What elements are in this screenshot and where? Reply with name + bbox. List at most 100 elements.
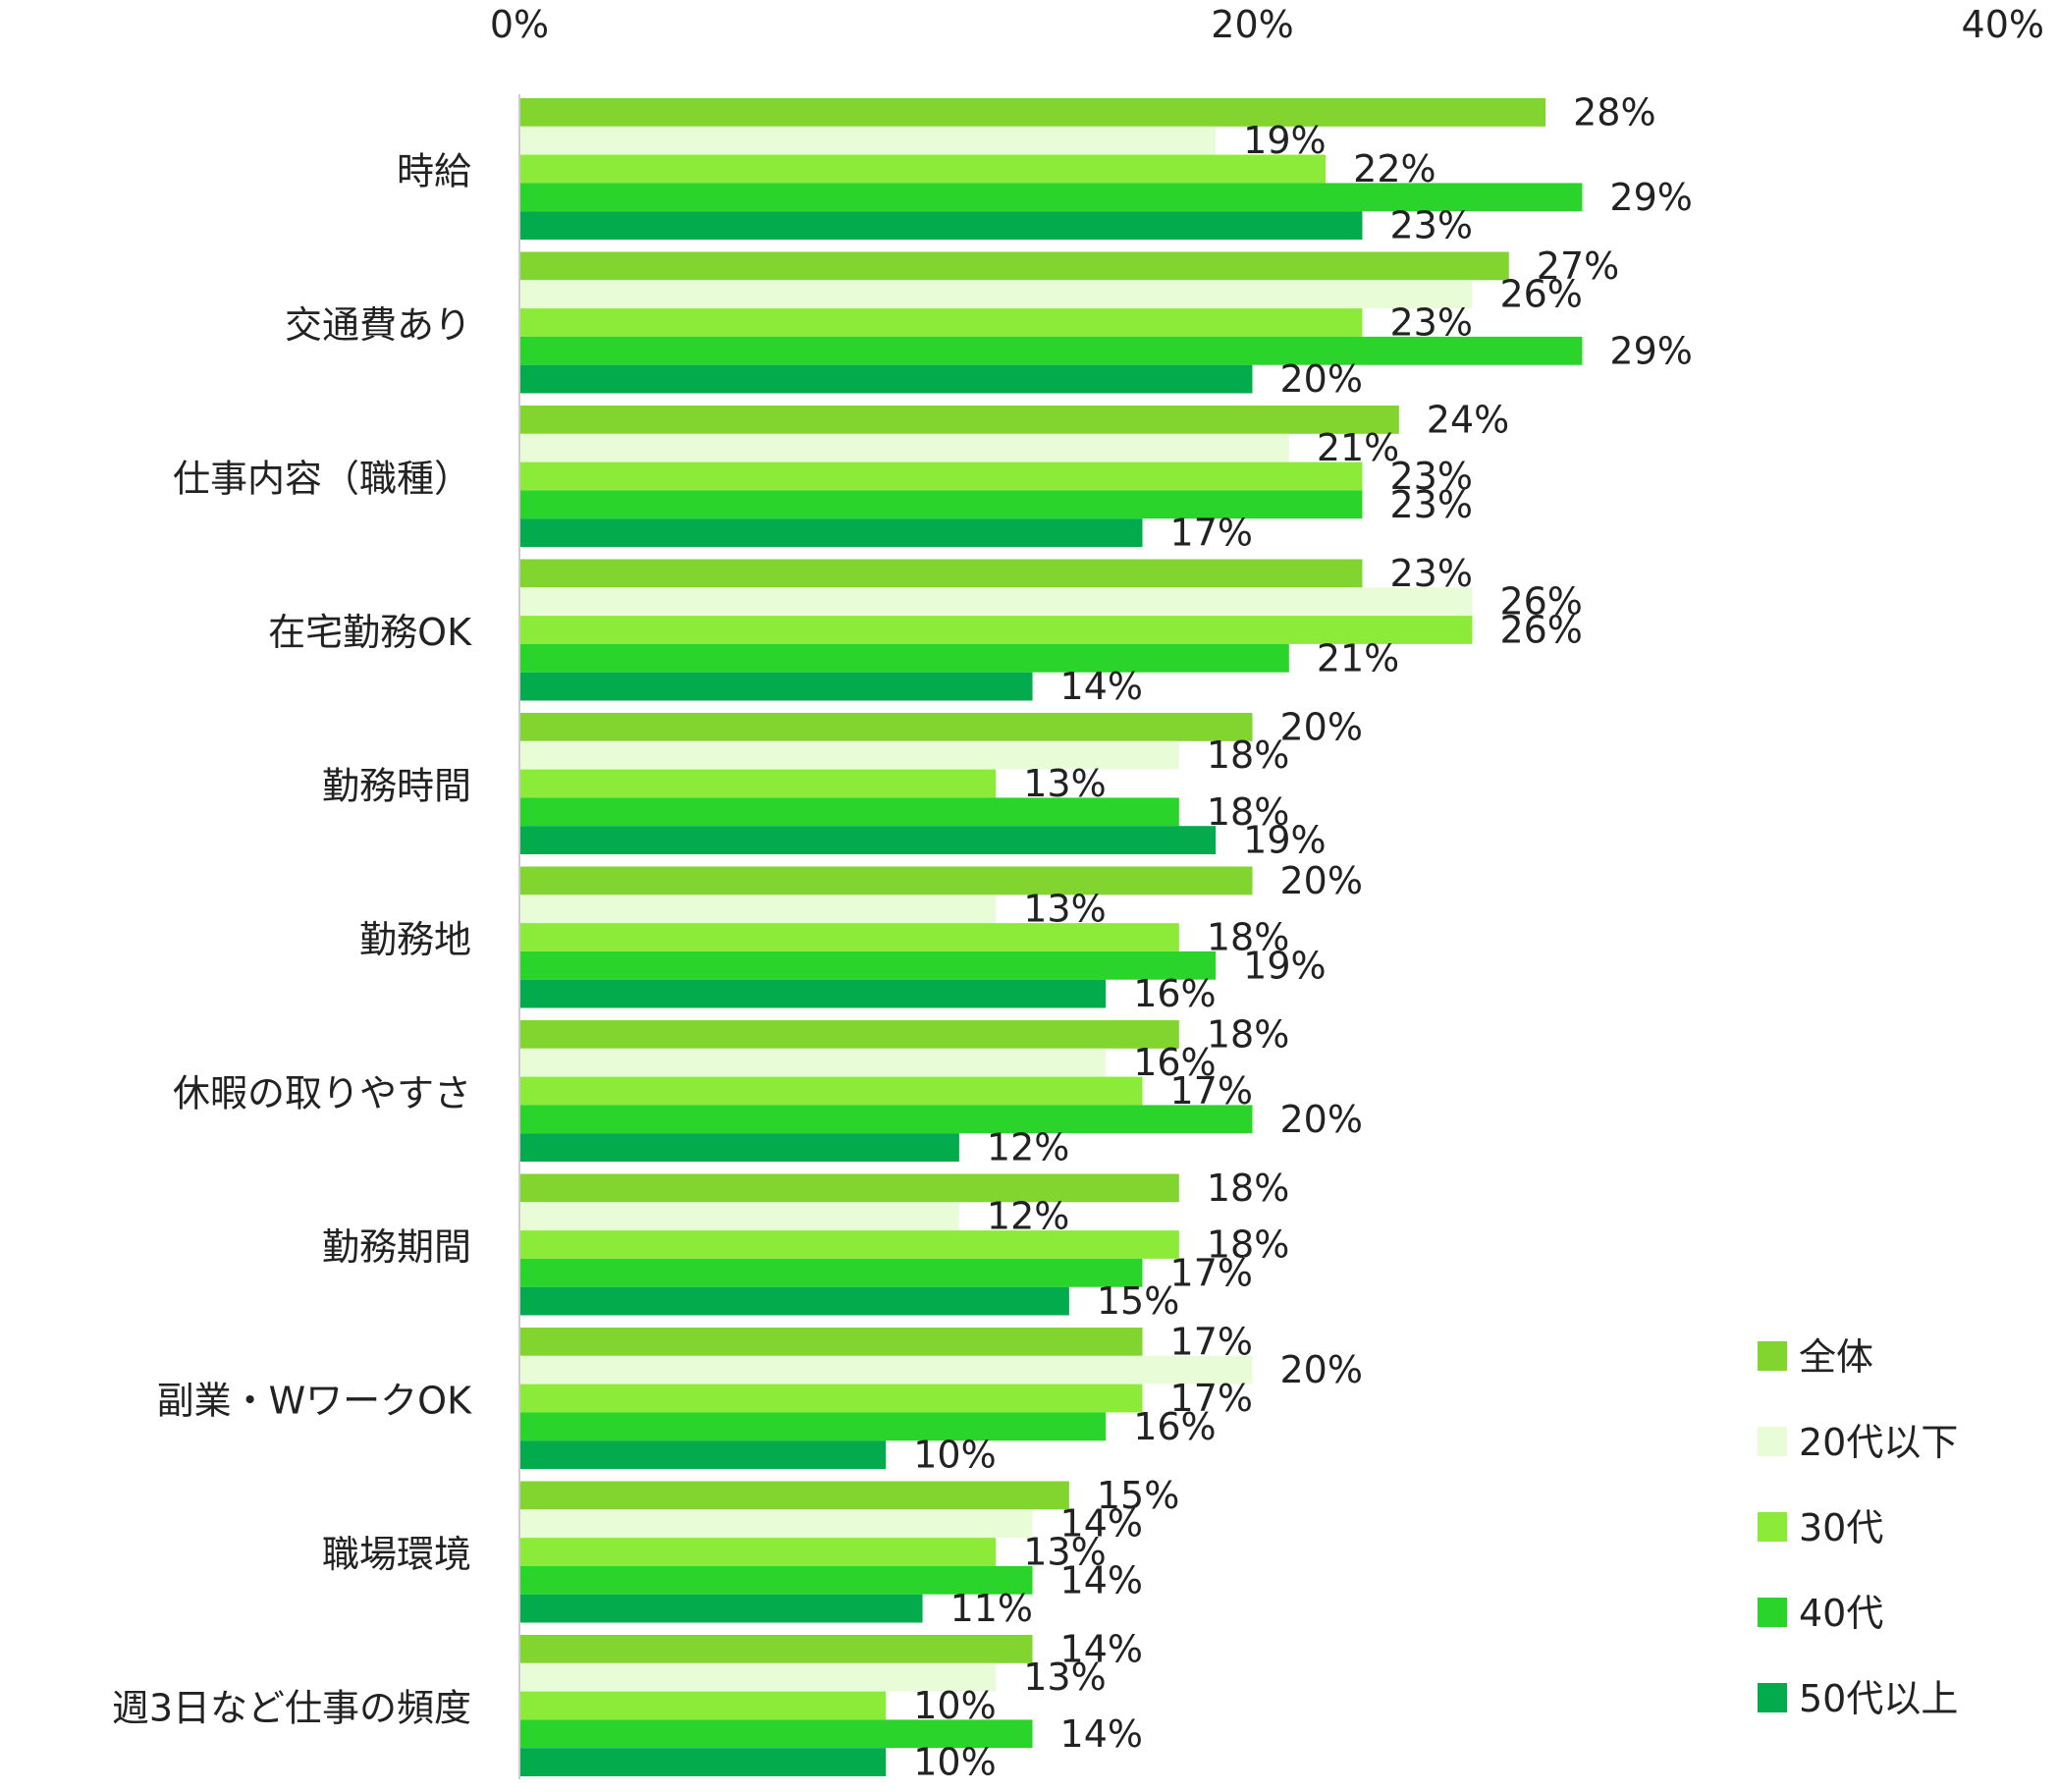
- data-label: 16%: [1133, 1041, 1216, 1084]
- data-label: 20%: [1280, 1098, 1363, 1141]
- legend-label: 30代: [1799, 1506, 1883, 1549]
- bar: [520, 406, 1399, 434]
- bar: [520, 1328, 1143, 1356]
- data-label: 29%: [1609, 176, 1692, 219]
- legend-swatch: [1758, 1512, 1787, 1542]
- data-labels: 28%19%22%29%23%27%26%23%29%20%24%21%23%2…: [913, 90, 1693, 1783]
- data-label: 10%: [913, 1434, 996, 1477]
- data-label: 18%: [1207, 1223, 1289, 1267]
- bar: [520, 518, 1143, 547]
- data-label: 20%: [1280, 1348, 1363, 1391]
- bar: [520, 1076, 1143, 1106]
- data-label: 21%: [1317, 426, 1399, 469]
- bar: [520, 713, 1253, 741]
- data-label: 28%: [1573, 90, 1655, 134]
- data-label: 13%: [1023, 1531, 1106, 1574]
- data-label: 17%: [1170, 512, 1253, 555]
- data-label: 18%: [1207, 1167, 1289, 1210]
- bar: [520, 1594, 923, 1623]
- data-label: 22%: [1353, 147, 1436, 190]
- category-label: 勤務地: [359, 918, 471, 961]
- data-label: 26%: [1499, 273, 1582, 316]
- bar: [520, 1481, 1069, 1510]
- bar: [520, 559, 1363, 588]
- data-label: 10%: [913, 1684, 996, 1727]
- category-label: 休暇の取りやすさ: [173, 1071, 471, 1114]
- bars: [520, 98, 1583, 1776]
- bar: [520, 1230, 1179, 1259]
- legend-label: 50代以上: [1799, 1677, 1958, 1720]
- bar: [520, 1509, 1033, 1539]
- bar: [520, 308, 1363, 337]
- data-label: 18%: [1207, 1012, 1289, 1056]
- data-label: 14%: [1060, 1502, 1143, 1546]
- data-label: 16%: [1133, 1405, 1216, 1448]
- bar: [520, 1355, 1253, 1385]
- data-label: 12%: [987, 1195, 1069, 1238]
- bar: [520, 979, 1107, 1008]
- legend-label: 40代: [1799, 1592, 1883, 1635]
- legend-swatch: [1758, 1683, 1787, 1712]
- legend-swatch: [1758, 1598, 1787, 1627]
- category-label: 仕事内容（職種）: [173, 457, 471, 500]
- bar: [520, 154, 1327, 184]
- bar: [520, 211, 1363, 240]
- category-label: 時給: [397, 149, 471, 192]
- data-label: 13%: [1023, 762, 1106, 805]
- data-label: 18%: [1207, 790, 1289, 834]
- data-label: 19%: [1243, 819, 1326, 862]
- bar: [520, 672, 1033, 701]
- data-label: 23%: [1389, 552, 1472, 595]
- x-tick-label: 0%: [490, 3, 549, 46]
- bar: [520, 740, 1179, 770]
- bar: [520, 923, 1179, 951]
- bar: [520, 769, 997, 798]
- bar: [520, 490, 1363, 519]
- data-label: 19%: [1243, 119, 1326, 162]
- category-label: 職場環境: [322, 1533, 471, 1576]
- bar: [520, 950, 1217, 980]
- data-label: 23%: [1389, 483, 1472, 526]
- category-label: 副業・WワークOK: [157, 1379, 472, 1422]
- bar: [520, 183, 1583, 212]
- bar: [520, 1048, 1107, 1077]
- data-label: 17%: [1170, 1069, 1253, 1113]
- data-label: 14%: [1060, 1558, 1143, 1602]
- bar: [520, 1565, 1033, 1595]
- bar: [520, 251, 1509, 281]
- bar: [520, 895, 997, 924]
- bar: [520, 1440, 887, 1469]
- bar: [520, 364, 1253, 394]
- bar: [520, 797, 1179, 827]
- x-tick-label: 40%: [1962, 3, 2044, 46]
- bar: [520, 1538, 997, 1566]
- data-label: 15%: [1097, 1474, 1179, 1517]
- category-label: 勤務期間: [322, 1225, 471, 1269]
- data-label: 17%: [1170, 1320, 1253, 1363]
- bar: [520, 462, 1363, 491]
- bar: [520, 1662, 997, 1692]
- data-label: 13%: [1023, 888, 1106, 931]
- data-label: 23%: [1389, 455, 1472, 498]
- data-label: 14%: [1060, 665, 1143, 708]
- data-label: 18%: [1207, 733, 1289, 777]
- bar: [520, 1258, 1143, 1287]
- legend: 全体 20代以下 30代 40代 50代以上: [1758, 1335, 1958, 1720]
- x-axis-ticks: 0% 20% 40%: [490, 3, 2044, 46]
- data-label: 11%: [950, 1587, 1033, 1630]
- data-label: 27%: [1537, 244, 1619, 288]
- bar: [520, 433, 1289, 462]
- bar: [520, 1105, 1253, 1134]
- data-label: 12%: [987, 1126, 1069, 1169]
- category-label: 週3日など仕事の頻度: [112, 1686, 471, 1729]
- bar: [520, 643, 1289, 673]
- data-label: 16%: [1133, 972, 1216, 1015]
- data-label: 26%: [1499, 609, 1582, 652]
- bar: [520, 280, 1473, 309]
- data-label: 29%: [1609, 329, 1692, 372]
- bar: [520, 336, 1583, 365]
- data-label: 15%: [1097, 1279, 1179, 1323]
- bar: [520, 1133, 959, 1162]
- data-label: 20%: [1280, 705, 1363, 748]
